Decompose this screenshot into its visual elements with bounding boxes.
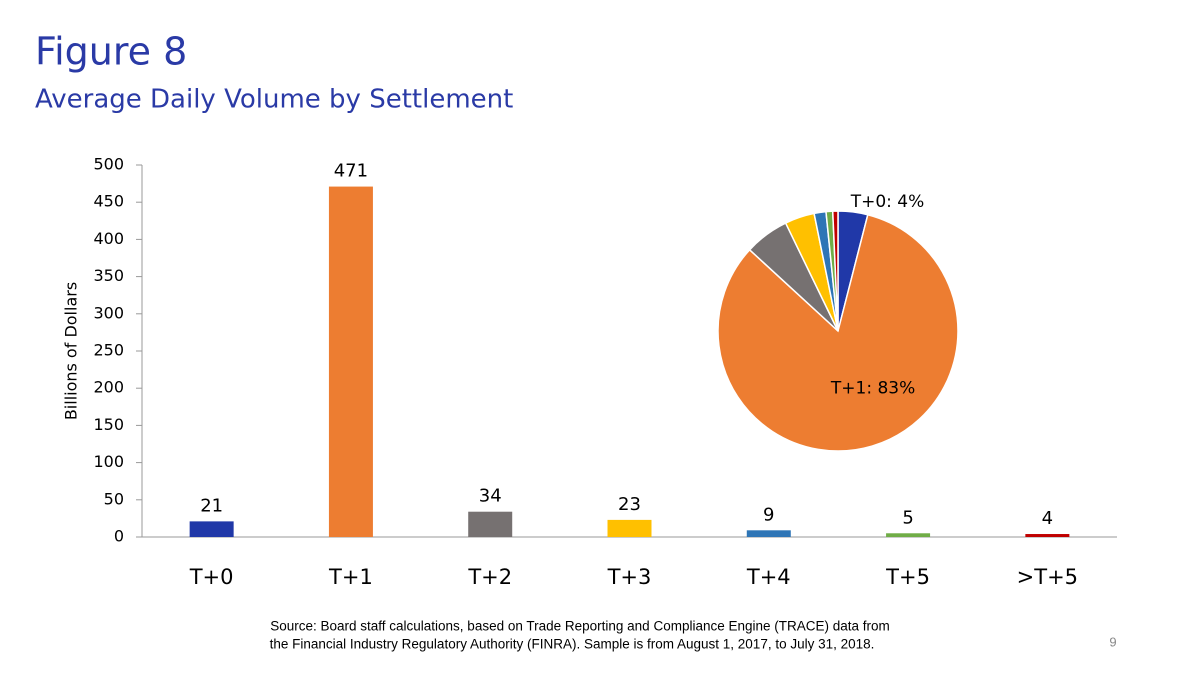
bar — [189, 521, 234, 537]
bar — [607, 519, 652, 537]
y-tick-label: 150 — [93, 415, 124, 434]
bar — [746, 530, 791, 537]
x-tick-label: T+2 — [467, 565, 512, 589]
y-tick-label: 200 — [93, 378, 124, 397]
y-axis-label: Billions of Dollars — [62, 282, 81, 420]
y-tick-label: 300 — [93, 303, 124, 322]
y-tick-label: 250 — [93, 341, 124, 360]
subtitle: Average Daily Volume by Settlement — [35, 85, 513, 115]
bar — [1025, 534, 1070, 537]
bar — [886, 533, 931, 537]
source: the Financial Industry Regulatory Author… — [270, 637, 875, 652]
pie-label: T+0: 4% — [850, 192, 925, 212]
value-label: 5 — [902, 507, 913, 528]
y-tick-label: 500 — [93, 155, 124, 174]
x-tick-label: T+5 — [885, 565, 930, 589]
title: Figure 8 — [35, 30, 187, 74]
bar — [328, 186, 373, 538]
y-tick-label: 400 — [93, 229, 124, 248]
x-tick-label: >T+5 — [1017, 565, 1078, 589]
y-tick-label: 50 — [104, 489, 124, 508]
x-tick-label: T+1 — [328, 565, 373, 589]
value-label: 21 — [200, 495, 223, 516]
y-tick-label: 350 — [93, 266, 124, 285]
x-tick-label: T+0 — [189, 565, 234, 589]
pie-slice — [831, 210, 839, 332]
source: Source: Board staff calculations, based … — [270, 619, 890, 634]
pie-slice — [717, 213, 959, 452]
bar — [468, 511, 513, 537]
value-label: 4 — [1042, 508, 1053, 529]
value-label: 23 — [618, 494, 641, 515]
value-label: 471 — [334, 161, 368, 182]
page-number: 9 — [1109, 634, 1116, 649]
value-label: 9 — [763, 504, 774, 525]
y-tick-label: 100 — [93, 452, 124, 471]
pie-label: T+1: 83% — [830, 379, 915, 399]
y-tick-label: 0 — [114, 527, 124, 546]
value-label: 34 — [479, 486, 502, 507]
y-tick-label: 450 — [93, 192, 124, 211]
x-tick-label: T+4 — [746, 565, 791, 589]
x-tick-label: T+3 — [607, 565, 652, 589]
